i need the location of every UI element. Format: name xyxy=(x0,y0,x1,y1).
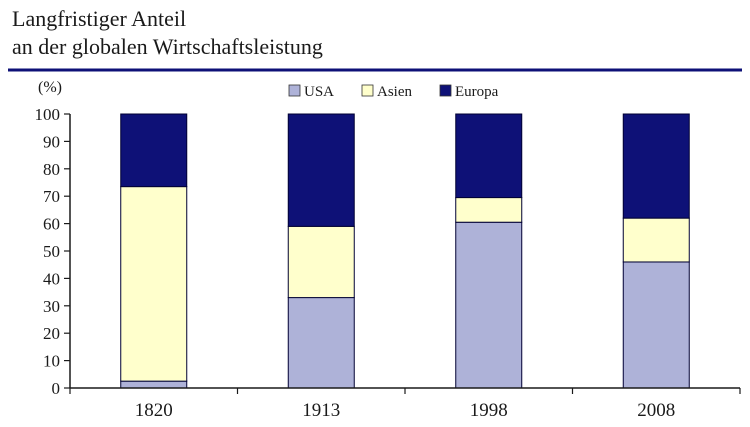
y-tick-label: 0 xyxy=(52,379,61,398)
y-tick-label: 80 xyxy=(43,160,60,179)
bar-segment-europa-1913 xyxy=(287,113,355,227)
y-axis-label: (%) xyxy=(38,79,62,96)
x-tick-label: 1998 xyxy=(470,400,508,421)
x-tick-label: 1913 xyxy=(302,400,340,421)
bar-segment-usa-1820 xyxy=(120,380,188,389)
bar-segment-asien-1913 xyxy=(287,225,355,299)
chart-title: Langfristiger Anteil an der globalen Wir… xyxy=(12,6,323,59)
y-tick-label: 60 xyxy=(43,215,60,234)
bar-segment-usa-2008 xyxy=(622,261,690,389)
bar-segment-europa-1998 xyxy=(455,113,523,199)
bar-segment-usa-1998 xyxy=(455,221,523,389)
bar-segment-europa-1820 xyxy=(120,113,188,188)
legend-swatch-asien xyxy=(361,84,374,97)
x-tick-label: 1820 xyxy=(135,400,173,421)
chart-legend: USA Asien Europa xyxy=(288,84,499,100)
y-tick-label: 40 xyxy=(43,269,60,288)
chart-title-line-1: Langfristiger Anteil xyxy=(12,6,186,31)
legend-swatch-europa xyxy=(439,84,452,97)
bar-segment-asien-1820 xyxy=(120,186,188,382)
chart-axes: 0 10 20 30 40 50 60 70 80 90 100 1820 1913 1998 2008 xyxy=(35,105,741,421)
y-tick-label: 100 xyxy=(35,105,61,124)
legend-label-usa: USA xyxy=(304,84,334,100)
legend-swatch-usa xyxy=(288,84,301,97)
bar-segment-usa-1913 xyxy=(287,297,355,389)
y-tick-label: 70 xyxy=(43,187,60,206)
legend-label-europa: Europa xyxy=(455,84,499,100)
plot-area xyxy=(120,113,690,389)
bar-segment-asien-1998 xyxy=(455,197,523,223)
y-tick-label: 20 xyxy=(43,324,60,343)
bar-segment-asien-2008 xyxy=(622,217,690,263)
y-tick-label: 30 xyxy=(43,297,60,316)
bar-segment-europa-2008 xyxy=(622,113,690,219)
x-tick-label: 2008 xyxy=(637,400,675,421)
y-tick-label: 90 xyxy=(43,132,60,151)
chart-title-line-2: an der globalen Wirtschaftsleistung xyxy=(12,34,323,59)
y-tick-label: 50 xyxy=(43,242,60,261)
legend-label-asien: Asien xyxy=(377,84,412,100)
y-tick-label: 10 xyxy=(43,352,60,371)
